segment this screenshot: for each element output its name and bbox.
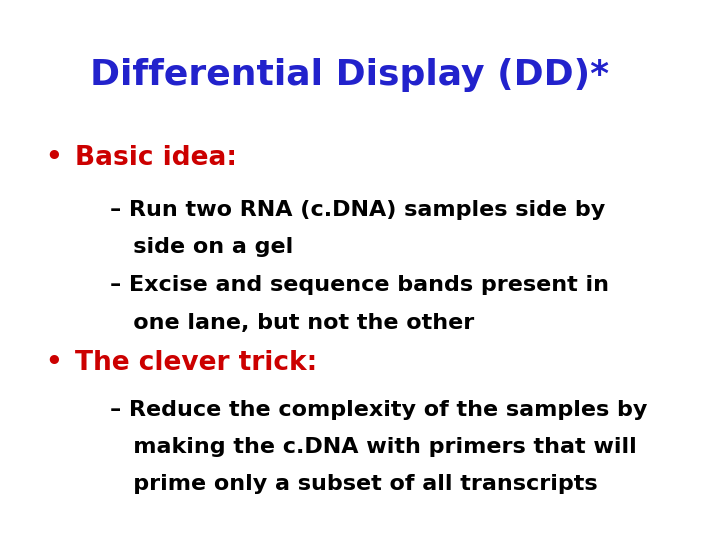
Text: one lane, but not the other: one lane, but not the other (110, 313, 474, 333)
Text: making the c.DNA with primers that will: making the c.DNA with primers that will (110, 437, 636, 457)
Text: Basic idea:: Basic idea: (75, 145, 237, 171)
Text: side on a gel: side on a gel (110, 237, 293, 257)
Text: Differential Display (DD)*: Differential Display (DD)* (90, 58, 609, 92)
Text: – Excise and sequence bands present in: – Excise and sequence bands present in (110, 275, 609, 295)
Text: The clever trick:: The clever trick: (75, 350, 318, 376)
Text: •: • (45, 145, 62, 171)
Text: prime only a subset of all transcripts: prime only a subset of all transcripts (110, 474, 598, 494)
Text: •: • (45, 350, 62, 376)
Text: – Run two RNA (c.DNA) samples side by: – Run two RNA (c.DNA) samples side by (110, 200, 606, 220)
Text: – Reduce the complexity of the samples by: – Reduce the complexity of the samples b… (110, 400, 647, 420)
